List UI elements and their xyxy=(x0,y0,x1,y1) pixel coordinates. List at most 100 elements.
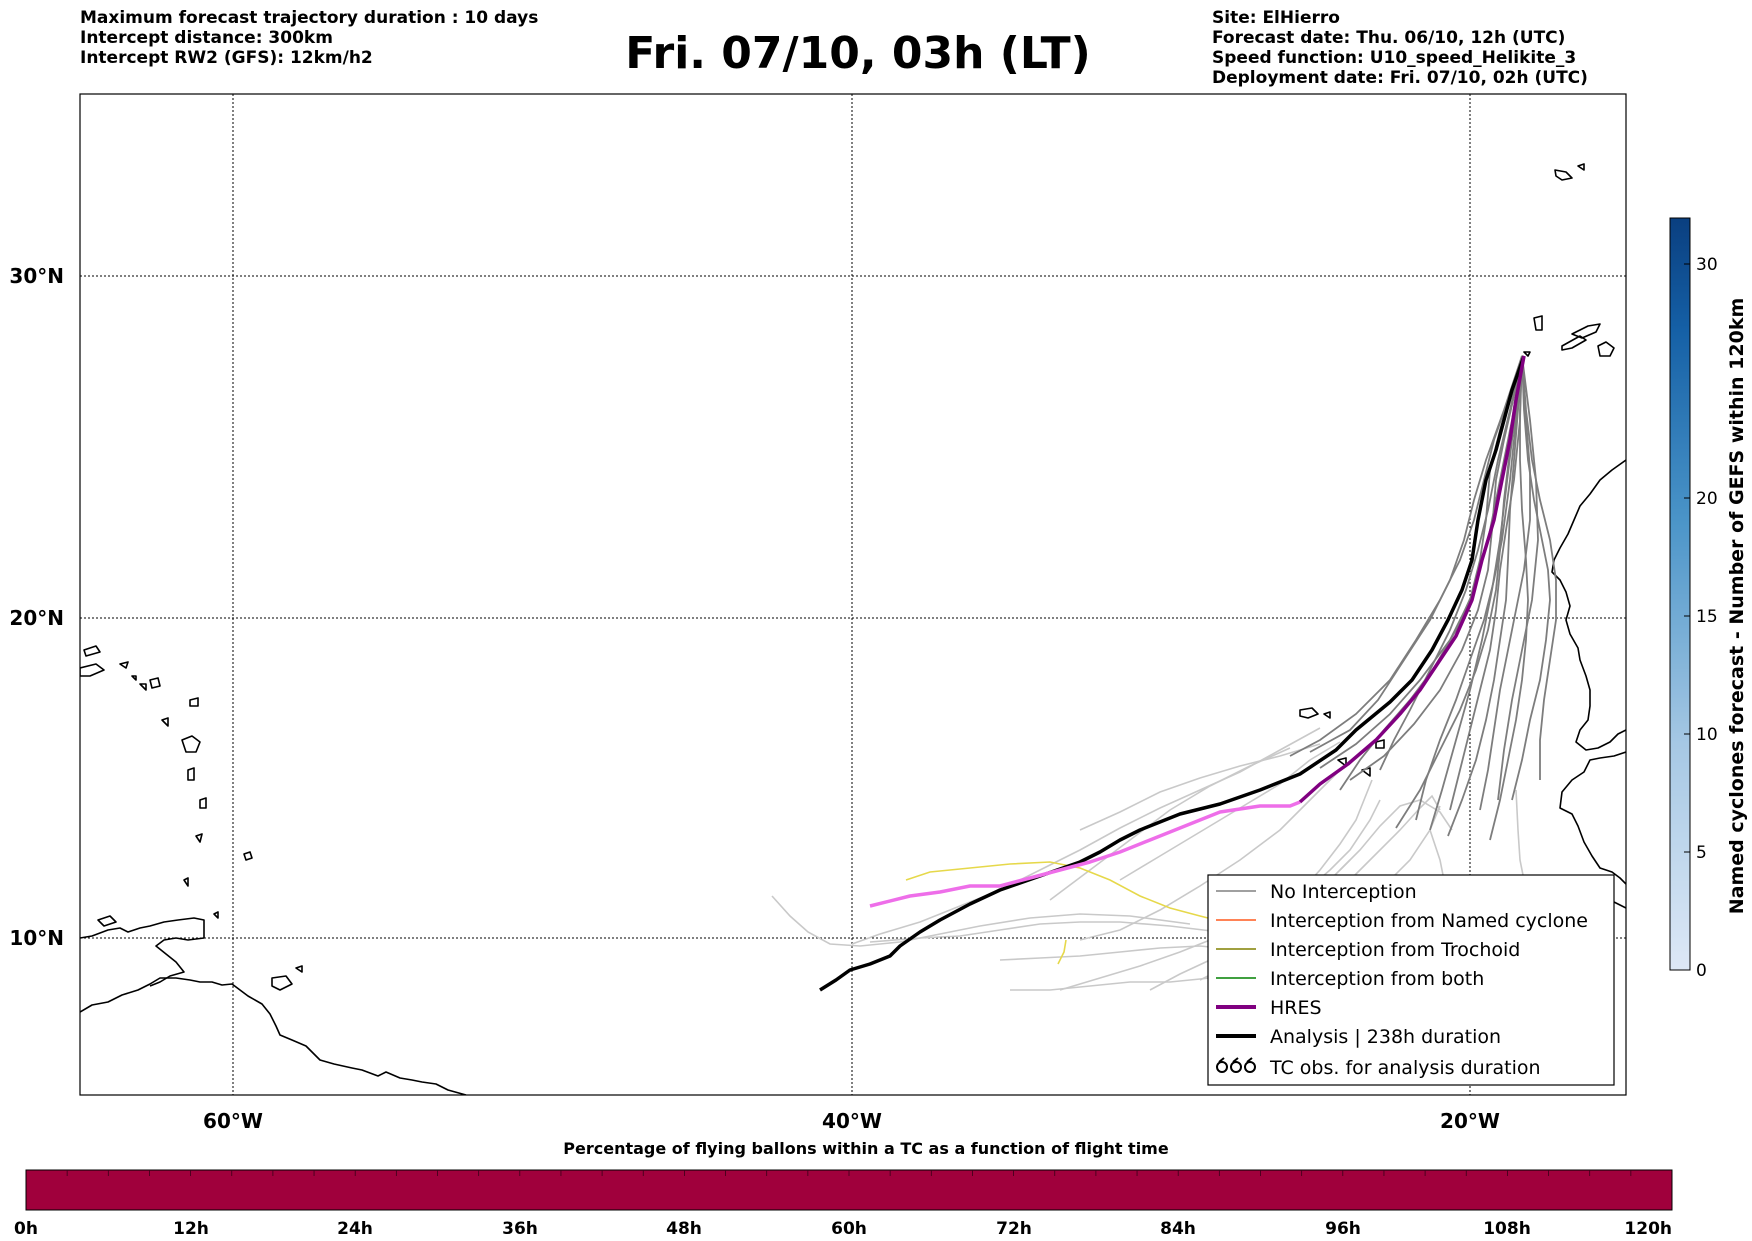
island-cape-verde-2 xyxy=(1323,711,1331,719)
legend-label-both: Interception from both xyxy=(1270,968,1484,990)
track-dark xyxy=(1521,355,1557,780)
coast-south-america xyxy=(80,977,467,1095)
island-virgin xyxy=(119,661,129,669)
colorbar-right-tick-10: 10 xyxy=(1696,725,1718,745)
tc-symbol-icon xyxy=(1216,1057,1256,1073)
island-madeira xyxy=(1554,169,1573,181)
coast-central-america xyxy=(80,917,205,987)
island-leeward-3 xyxy=(139,683,147,691)
header-forecast-date: Forecast date: Thu. 06/10, 12h (UTC) xyxy=(1212,28,1566,48)
colorbar-right-gradient xyxy=(1669,217,1691,971)
ensemble-tracks-yellow xyxy=(905,861,1217,965)
track-yellow xyxy=(905,861,1217,921)
island-tobago xyxy=(295,965,303,973)
island-guadeloupe xyxy=(181,735,201,753)
track-dark xyxy=(1497,355,1539,801)
legend: No Interception Interception from Named … xyxy=(1207,874,1615,1086)
colorbar-right-tick-30: 30 xyxy=(1696,255,1718,275)
track-light xyxy=(851,727,1321,945)
colorbar-right-tick-0: 0 xyxy=(1696,961,1707,981)
track-dark xyxy=(1447,355,1523,837)
coastlines xyxy=(80,163,1626,1095)
colorbar-right-tick-5: 5 xyxy=(1696,843,1707,863)
colorbar-bottom-tick-72h: 72h xyxy=(996,1219,1032,1239)
colorbar-right-tick-15: 15 xyxy=(1696,607,1718,627)
lat-label-20n: 20°N xyxy=(9,606,64,630)
legend-box xyxy=(1207,874,1615,1086)
island-st-lucia xyxy=(195,833,203,843)
track-dark xyxy=(1309,355,1523,753)
island-barbados xyxy=(243,851,253,861)
coast-africa xyxy=(1551,459,1626,751)
track-light xyxy=(1079,769,1341,941)
header-speed-function: Speed function: U10_speed_Helikite_3 xyxy=(1212,48,1577,68)
colorbar-bottom-tick-108h: 108h xyxy=(1483,1219,1531,1239)
hres-track-late xyxy=(1298,355,1526,804)
header-left-info: Maximum forecast trajectory duration : 1… xyxy=(80,8,538,68)
track-dark xyxy=(1379,355,1523,771)
island-leeward-1 xyxy=(149,677,161,689)
legend-label-no-interception: No Interception xyxy=(1270,881,1417,903)
legend-label-analysis: Analysis | 238h duration xyxy=(1270,1026,1501,1048)
lon-label-40w: 40°W xyxy=(822,1109,882,1133)
header-deployment-date: Deployment date: Fri. 07/10, 02h (UTC) xyxy=(1212,68,1588,88)
hres-track-early xyxy=(869,800,1301,908)
colorbar-bottom-tick-12h: 12h xyxy=(173,1219,209,1239)
header-intercept-distance: Intercept distance: 300km xyxy=(80,28,333,48)
header-intercept-rw2: Intercept RW2 (GFS): 12km/h2 xyxy=(80,48,373,68)
track-dark xyxy=(1449,355,1523,811)
lon-label-60w: 60°W xyxy=(203,1109,263,1133)
island-la-palma xyxy=(1533,315,1543,331)
track-light xyxy=(869,921,1221,943)
island-small-2 xyxy=(131,675,137,681)
track-dark xyxy=(1415,355,1523,821)
colorbar-bottom-tick-48h: 48h xyxy=(666,1219,702,1239)
colorbar-bottom-tick-96h: 96h xyxy=(1325,1219,1361,1239)
island-small-1 xyxy=(83,645,101,657)
colorbar-bottom-minor-ticks xyxy=(66,1170,1632,1176)
legend-label-hres: HRES xyxy=(1270,997,1322,1019)
ensemble-tracks-dark xyxy=(1289,355,1557,841)
island-antigua xyxy=(189,697,199,707)
colorbar-right-label: Named cyclones forecast - Number of GEFS… xyxy=(1726,298,1748,915)
track-dark xyxy=(1489,355,1529,841)
map-frame xyxy=(79,93,1627,1096)
track-dark xyxy=(1429,355,1523,831)
colorbar-bottom-tick-84h: 84h xyxy=(1160,1219,1196,1239)
colorbar-bottom-tick-60h: 60h xyxy=(831,1219,867,1239)
lat-label-10n: 10°N xyxy=(9,926,64,950)
island-martinique xyxy=(199,797,207,809)
track-dark xyxy=(1349,355,1523,781)
island-grenada xyxy=(213,911,219,919)
analysis-track xyxy=(819,355,1526,992)
colorbar-bottom-tick-0h: 0h xyxy=(14,1219,38,1239)
colorbar-bottom-tick-24h: 24h xyxy=(337,1219,373,1239)
island-tenerife xyxy=(1561,335,1587,351)
track-light xyxy=(1299,779,1373,893)
island-dominica xyxy=(187,767,195,781)
island-cape-verde-1 xyxy=(1299,707,1319,719)
island-cape-verde-3 xyxy=(1375,739,1385,749)
track-dark xyxy=(1511,355,1551,801)
island-gran-canaria xyxy=(1597,341,1615,357)
header-right-info: Site: ElHierro Forecast date: Thu. 06/10… xyxy=(1212,8,1588,88)
island-el-hierro xyxy=(1523,351,1531,357)
lat-label-30n: 30°N xyxy=(9,264,64,288)
island-curacao xyxy=(97,915,117,927)
header-site: Site: ElHierro xyxy=(1212,8,1340,28)
colorbar-bottom-tick-120h: 120h xyxy=(1624,1219,1672,1239)
legend-label-named-cyclone: Interception from Named cyclone xyxy=(1270,910,1588,932)
axis-labels: 60°W 40°W 20°W 30°N 20°N 10°N xyxy=(9,264,1500,1133)
island-leeward-2 xyxy=(161,717,169,727)
track-light xyxy=(1339,799,1453,871)
header-max-duration: Maximum forecast trajectory duration : 1… xyxy=(80,8,539,28)
track-dark xyxy=(1479,355,1531,811)
lon-label-20w: 20°W xyxy=(1440,1109,1500,1133)
colorbar-bottom-title: Percentage of flying ballons within a TC… xyxy=(563,1139,1169,1158)
island-puerto-rico xyxy=(80,663,105,677)
colorbar-right-tick-20: 20 xyxy=(1696,489,1718,509)
track-light xyxy=(1049,747,1291,901)
island-trinidad xyxy=(271,975,293,991)
map-title: Fri. 07/10, 03h (LT) xyxy=(625,28,1091,79)
